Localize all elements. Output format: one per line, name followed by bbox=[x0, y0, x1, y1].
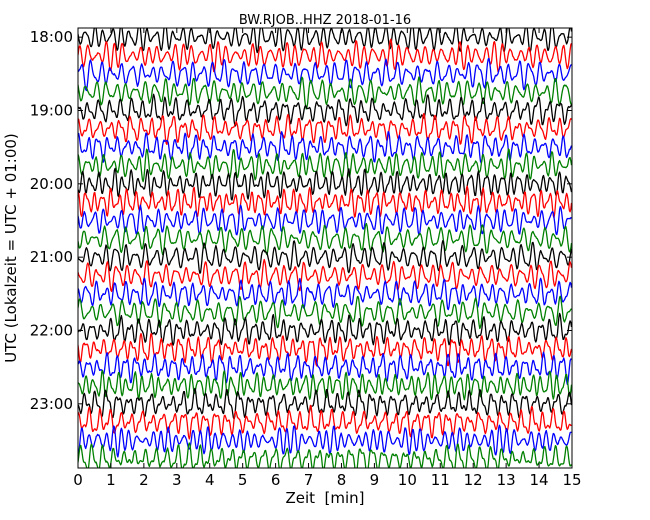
trace-line bbox=[78, 312, 572, 347]
x-tick-label: 8 bbox=[337, 471, 347, 489]
trace-line bbox=[78, 424, 572, 458]
x-tick-label: 15 bbox=[562, 471, 581, 489]
x-tick-label: 12 bbox=[464, 471, 483, 489]
trace-group bbox=[78, 28, 572, 468]
trace-line bbox=[78, 222, 572, 256]
x-tick-label: 5 bbox=[238, 471, 248, 489]
chart-title: BW.RJOB..HHZ 2018-01-16 bbox=[239, 13, 411, 28]
trace-line bbox=[78, 332, 572, 367]
trace-line bbox=[78, 93, 572, 127]
x-tick-label: 10 bbox=[398, 471, 417, 489]
trace-line bbox=[78, 112, 572, 145]
trace-line bbox=[78, 351, 572, 385]
y-tick-label: 21:00 bbox=[30, 248, 73, 266]
y-tick-label: 19:00 bbox=[30, 102, 73, 120]
plot-frame bbox=[77, 27, 573, 469]
trace-line bbox=[78, 404, 572, 440]
y-axis: 18:00 19:00 20:00 21:00 22:00 23:00 bbox=[30, 28, 572, 413]
x-tick-label: 13 bbox=[497, 471, 516, 489]
trace-line bbox=[78, 38, 572, 73]
trace-line bbox=[78, 240, 572, 274]
x-axis: 0 1 2 3 4 5 6 7 8 9 10 11 12 13 14 15 bbox=[73, 28, 582, 489]
trace-line bbox=[78, 277, 572, 311]
y-axis-label: UTC (Lokalzeit = UTC + 01:00) bbox=[2, 133, 20, 363]
x-tick-label: 7 bbox=[304, 471, 314, 489]
trace-line bbox=[78, 369, 572, 401]
y-tick-label: 22:00 bbox=[30, 322, 73, 340]
trace-line bbox=[78, 167, 572, 201]
x-tick-label: 4 bbox=[205, 471, 215, 489]
x-tick-label: 9 bbox=[370, 471, 380, 489]
trace-line bbox=[78, 185, 572, 219]
x-tick-label: 11 bbox=[431, 471, 450, 489]
x-tick-label: 0 bbox=[73, 471, 83, 489]
trace-line bbox=[78, 76, 572, 110]
trace-line bbox=[78, 387, 572, 420]
trace-line bbox=[78, 442, 572, 468]
trace-line bbox=[78, 131, 572, 164]
y-tick-label: 23:00 bbox=[30, 395, 73, 413]
x-tick-label: 3 bbox=[172, 471, 182, 489]
x-tick-label: 1 bbox=[106, 471, 116, 489]
trace-line bbox=[78, 204, 572, 236]
y-tick-label: 18:00 bbox=[30, 28, 73, 46]
trace-line bbox=[78, 57, 572, 92]
x-tick-label: 6 bbox=[271, 471, 281, 489]
y-tick-label: 20:00 bbox=[30, 175, 73, 193]
x-tick-label: 14 bbox=[530, 471, 549, 489]
trace-line bbox=[78, 148, 572, 183]
x-tick-label: 2 bbox=[139, 471, 149, 489]
trace-line bbox=[78, 28, 572, 54]
x-axis-label: Zeit [min] bbox=[285, 489, 364, 507]
trace-line bbox=[78, 258, 572, 293]
